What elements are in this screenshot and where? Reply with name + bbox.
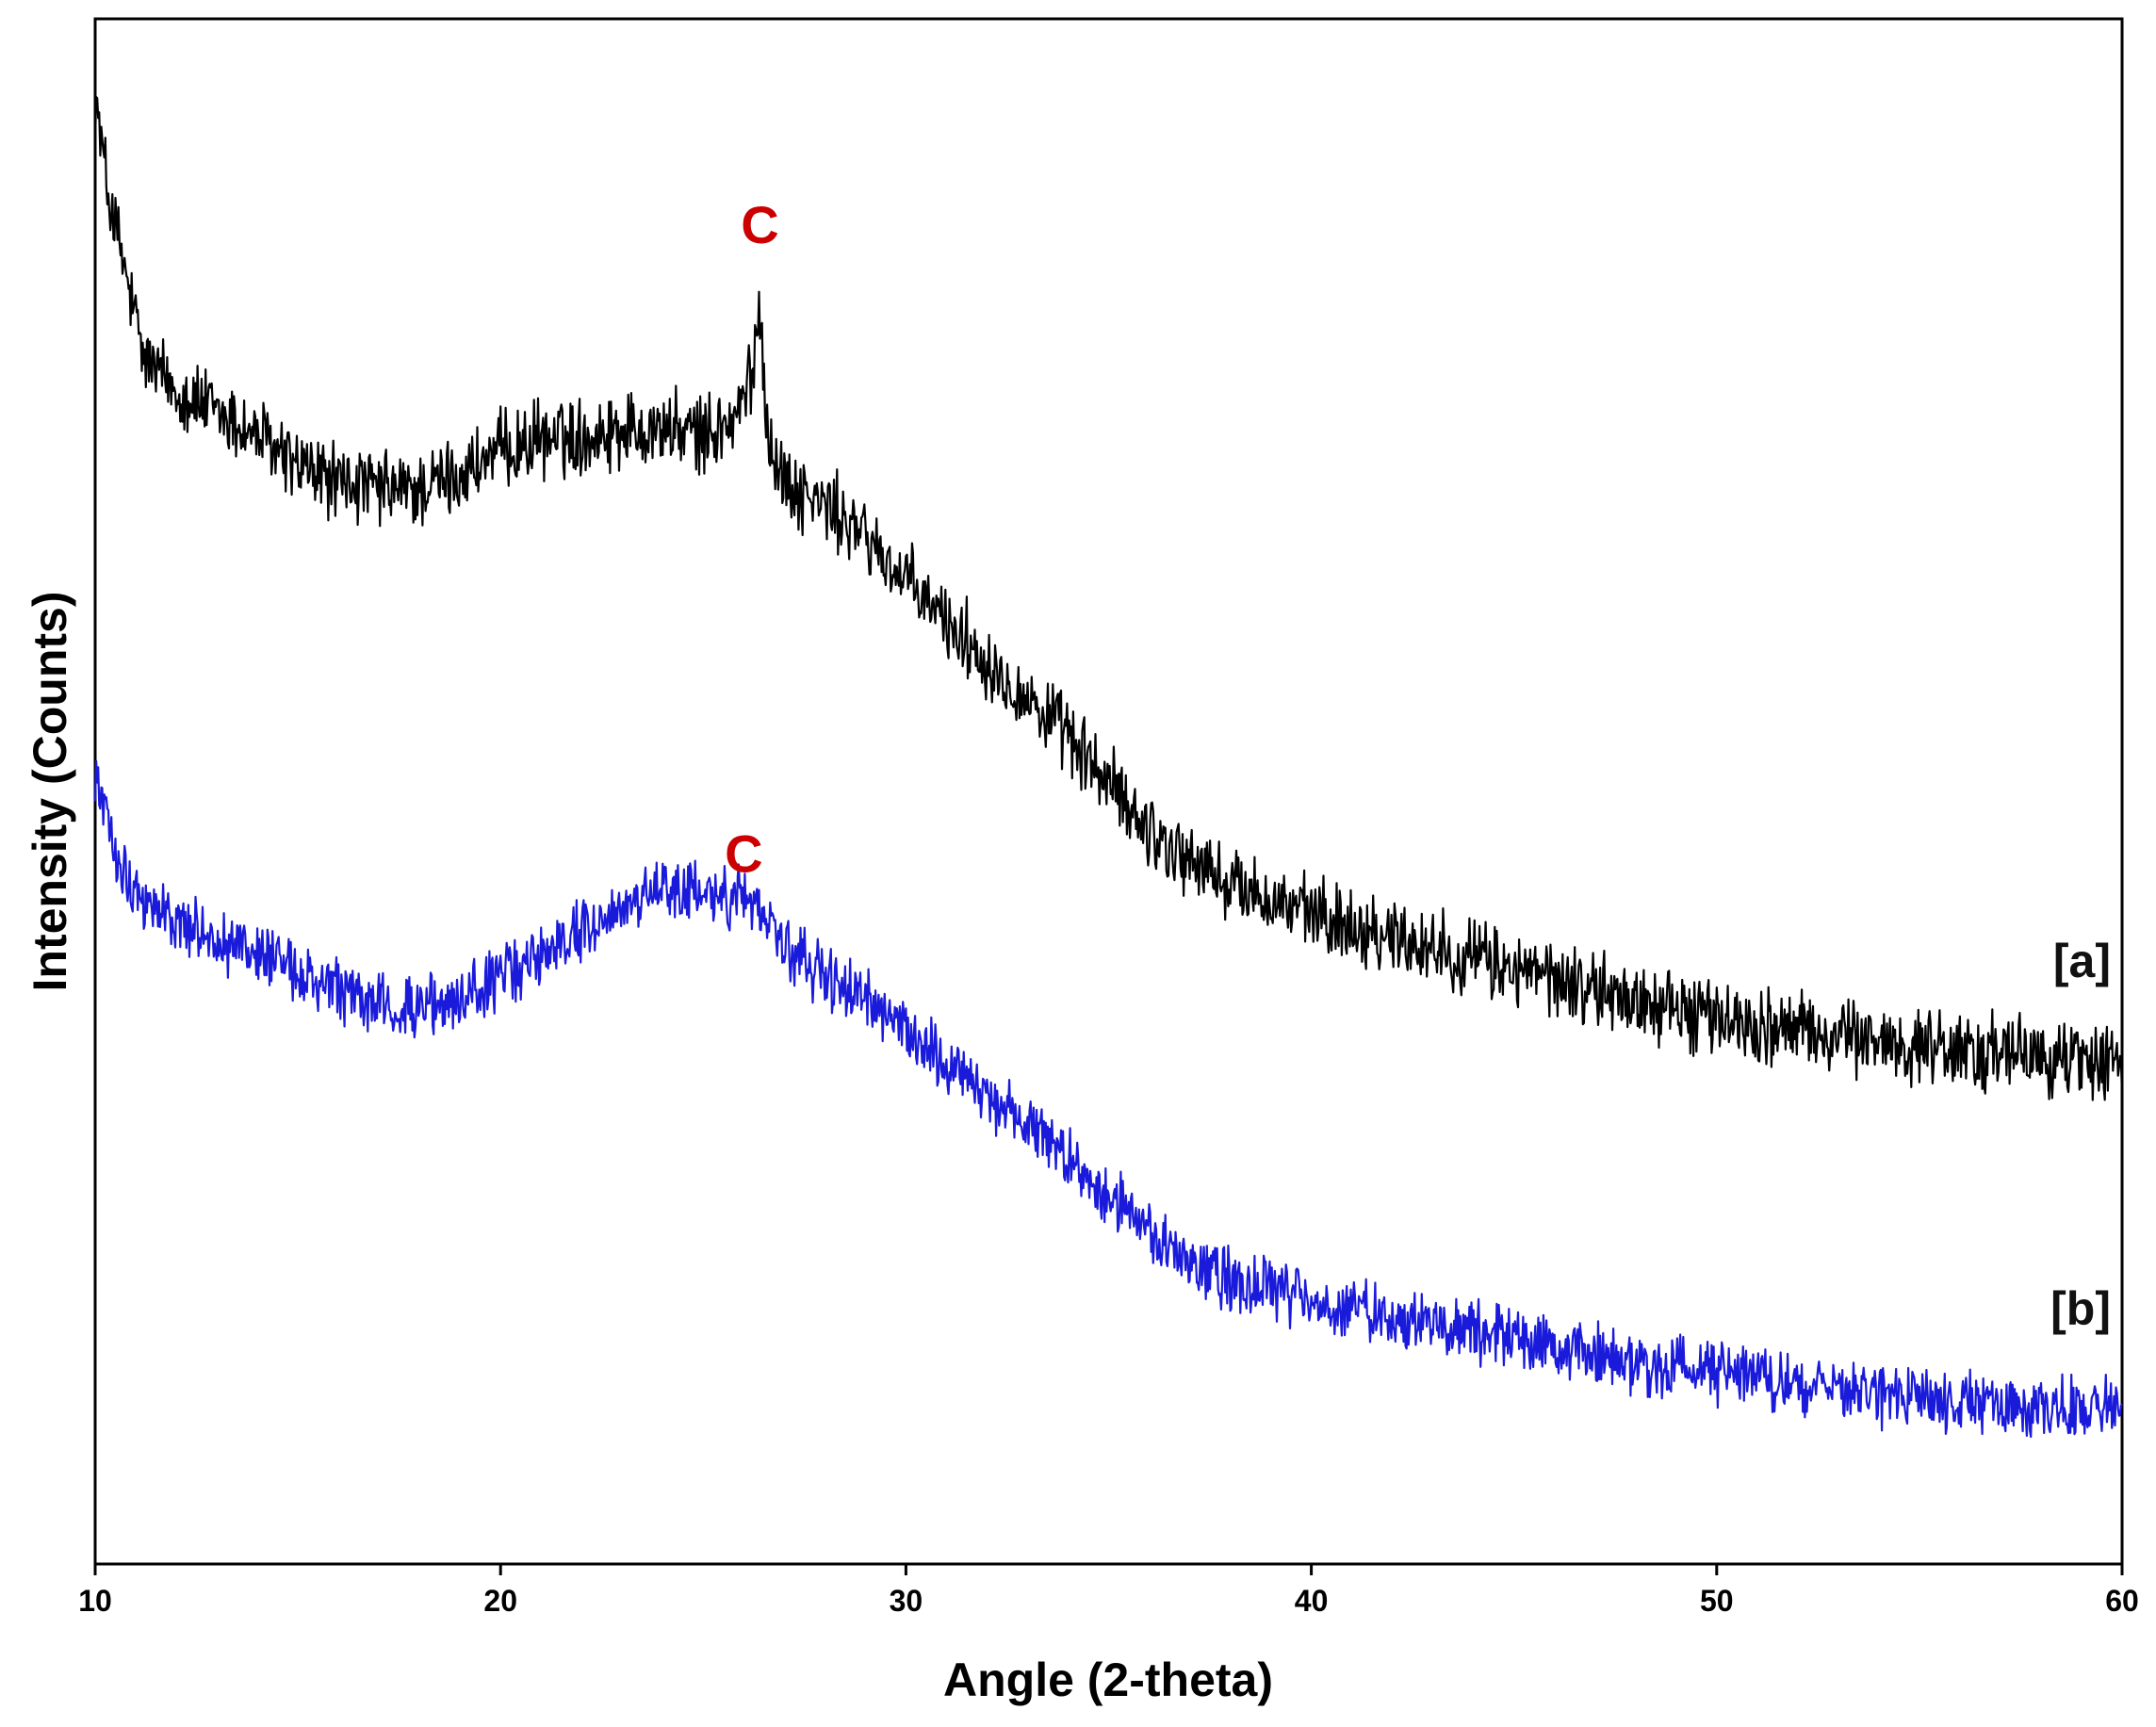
series-group — [93, 95, 2124, 1439]
peak-label-c: C — [725, 823, 762, 883]
peak-label-c: C — [741, 195, 778, 254]
x-axis-ticks: 10 20 30 40 50 60 — [78, 1564, 2139, 1618]
series-line-a — [93, 95, 2124, 1101]
peak-annotations: CC — [725, 195, 779, 883]
x-tick-label: 10 — [78, 1584, 112, 1618]
x-tick-label: 50 — [1700, 1584, 1734, 1618]
x-tick-label: 40 — [1295, 1584, 1329, 1618]
series-label-a: [a] — [2053, 935, 2111, 987]
x-tick-label: 30 — [890, 1584, 923, 1618]
x-tick-label: 20 — [483, 1584, 517, 1618]
y-axis-title: Intensity (Counts) — [24, 592, 76, 992]
series-labels: [a] [b] — [2050, 935, 2111, 1335]
x-tick-label: 60 — [2105, 1584, 2139, 1618]
series-label-b: [b] — [2050, 1282, 2111, 1335]
series-line-b — [93, 759, 2123, 1439]
plot-frame — [93, 17, 2124, 1566]
x-axis-title: Angle (2-theta) — [943, 1654, 1273, 1706]
